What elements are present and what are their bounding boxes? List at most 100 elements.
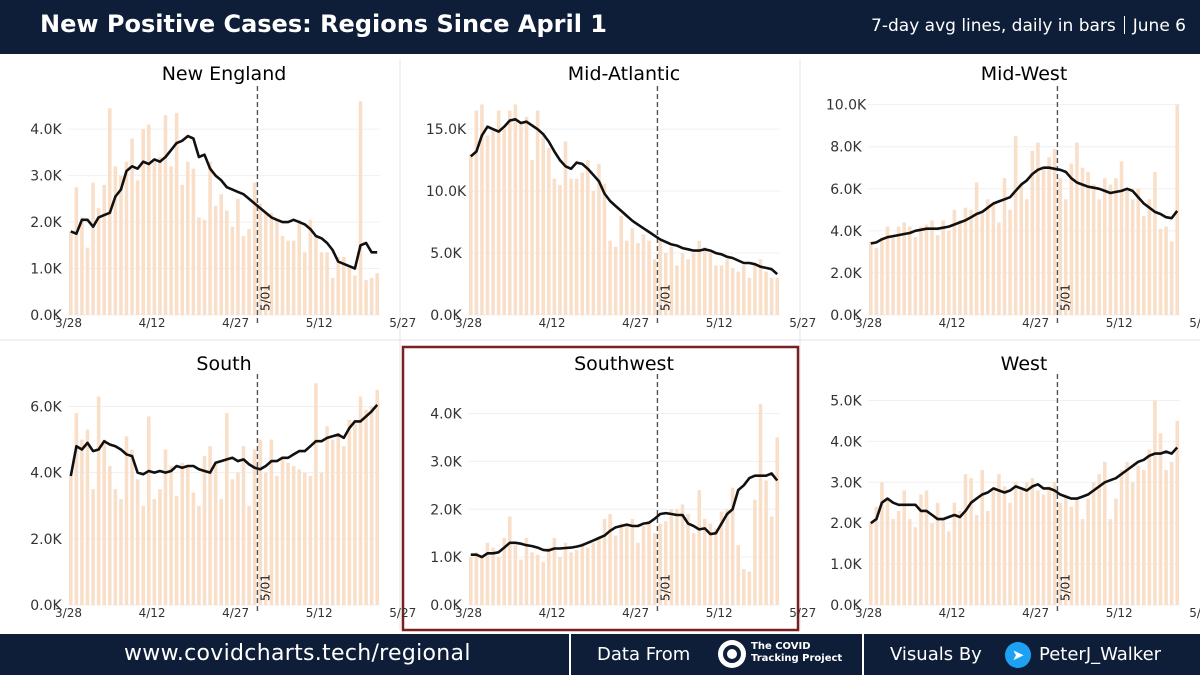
x-tick-label: 5/12 [706, 606, 733, 620]
daily-bar [652, 259, 657, 315]
daily-bar [552, 537, 557, 605]
daily-bar [191, 492, 196, 605]
daily-bar [336, 432, 340, 605]
daily-bar [141, 505, 145, 605]
daily-bar [158, 489, 162, 605]
daily-bar [597, 537, 601, 605]
daily-bar [152, 499, 157, 605]
daily-bar [563, 542, 568, 605]
daily-bar [675, 509, 679, 605]
daily-bar [225, 210, 229, 315]
daily-bar [1119, 470, 1124, 605]
daily-bar [358, 396, 363, 605]
daily-bar [769, 277, 774, 315]
daily-bar [342, 446, 346, 605]
daily-bar [686, 514, 690, 605]
x-tick-label: 4/12 [539, 316, 566, 330]
daily-bar [1136, 465, 1140, 605]
daily-bar [1125, 461, 1129, 605]
daily-bar [353, 275, 357, 315]
twitter-bird-icon[interactable]: ➤ [1005, 642, 1031, 668]
daily-bar [135, 180, 140, 315]
daily-bar [113, 489, 118, 605]
daily-bar [1047, 157, 1051, 315]
daily-bar [303, 252, 307, 315]
daily-bar [1058, 502, 1062, 605]
daily-bar [485, 135, 490, 315]
daily-bar [974, 182, 979, 315]
daily-bar [1086, 171, 1090, 315]
site-url-link[interactable]: www.covidcharts.tech/regional [124, 641, 471, 666]
x-tick-label: 5/12 [306, 316, 333, 330]
daily-bar [597, 163, 601, 315]
daily-bar [347, 419, 352, 605]
daily-bar [342, 256, 346, 315]
daily-bar [236, 198, 240, 315]
daily-bar [469, 557, 473, 605]
daily-bar [664, 521, 668, 605]
avg-line [469, 118, 779, 276]
highlight-frame [401, 345, 800, 632]
daily-bar [569, 552, 573, 605]
chart-title: New England [162, 63, 287, 85]
footer-divider [569, 634, 571, 675]
daily-bar [291, 240, 296, 315]
daily-bar [1058, 178, 1062, 315]
daily-bar [1158, 433, 1163, 605]
daily-bar [647, 521, 651, 605]
daily-bar [747, 571, 752, 605]
covid-tracking-project-logo[interactable]: The COVID Tracking Project [718, 640, 848, 670]
daily-bar [1069, 506, 1074, 605]
y-tick-label: 1.0K [430, 550, 462, 566]
y-tick-label: 2.0K [430, 502, 462, 518]
daily-bar [1103, 178, 1107, 315]
x-tick-label: 4/27 [1022, 606, 1049, 620]
daily-bar [730, 487, 735, 605]
daily-bar [264, 212, 268, 315]
x-tick-label: 5/27 [389, 316, 416, 330]
daily-bar [524, 116, 529, 316]
daily-bar [186, 466, 190, 605]
daily-bar [891, 237, 895, 315]
daily-bar [308, 475, 313, 605]
daily-bar [480, 104, 484, 315]
daily-bar [703, 246, 707, 315]
daily-bar [252, 449, 257, 605]
daily-bar [158, 157, 162, 315]
daily-bar [1019, 184, 1023, 315]
footer-bar: www.covidcharts.tech/regional Data From … [0, 634, 1200, 675]
data-from-label: Data From [597, 644, 691, 665]
y-tick-label: 2.0K [30, 215, 62, 231]
daily-bar [1142, 470, 1146, 605]
chart-panel: Mid-West 0.0K 2.0K 4.0K 6.0K 8.0K 10.0K 5/01 3/2… [826, 63, 1200, 330]
daily-bar [291, 466, 296, 605]
daily-bar [197, 505, 201, 605]
daily-bar [730, 267, 735, 315]
daily-bar [753, 265, 757, 315]
daily-bar [141, 129, 145, 315]
header-subtitle: 7-day avg lines, daily in bars June 6 [871, 16, 1186, 36]
visuals-by-label: Visuals By [890, 644, 982, 665]
daily-bar [247, 505, 251, 605]
daily-bar [1097, 199, 1101, 315]
daily-bar [496, 110, 501, 315]
daily-bar [725, 509, 729, 605]
chart-title: Mid-Atlantic [568, 63, 680, 85]
daily-bar [1091, 184, 1096, 315]
chart-panel: Mid-Atlantic 0.0K 5.0K 10.0K 15.0K 5/01 3/28 4/… [426, 63, 816, 330]
daily-bar [703, 518, 707, 605]
daily-bar [630, 228, 635, 315]
y-tick-label: 3.0K [430, 454, 462, 470]
daily-bar [524, 537, 529, 605]
daily-bar [85, 247, 90, 315]
y-tick-label: 3.0K [830, 475, 862, 491]
daily-bar [625, 240, 629, 315]
daily-bar [636, 243, 640, 315]
chart-panel: New England 0.0K 1.0K 2.0K 3.0K 4.0K 5/01 3/28 4… [30, 63, 416, 330]
x-tick-label: 3/28 [55, 606, 82, 620]
chart-panel: Southwest 0.0K 1.0K 2.0K 3.0K 4.0K 5/01 3/28 4/1… [430, 353, 816, 620]
daily-bar [742, 569, 746, 605]
twitter-handle-link[interactable]: PeterJ_Walker [1039, 644, 1162, 665]
y-tick-label: 0.0K [30, 598, 62, 614]
daily-bar [1091, 482, 1096, 605]
